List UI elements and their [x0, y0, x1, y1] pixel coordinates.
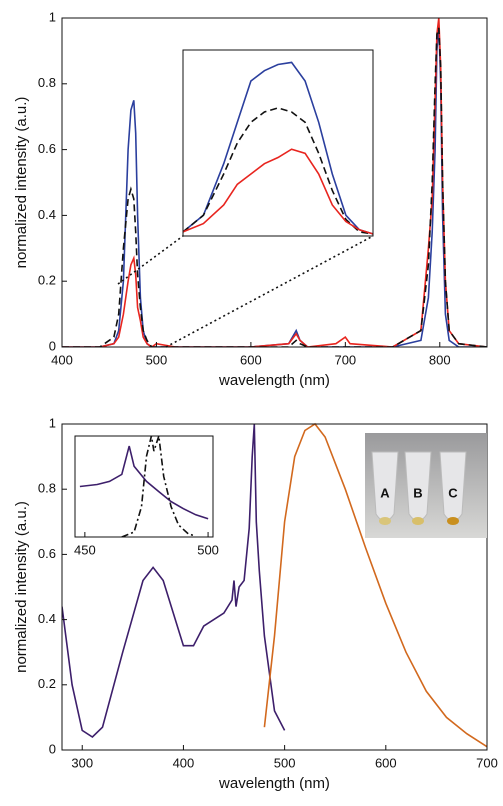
y-tick-label: 0: [49, 741, 56, 756]
series-line: [79, 445, 209, 520]
axes-frame: [74, 435, 214, 538]
y-tick-label: 0.4: [38, 207, 56, 222]
axes-frame: [61, 17, 488, 348]
y-tick-label: 0.6: [38, 546, 56, 561]
y-tick-label: 1: [49, 415, 56, 430]
inset-area: [183, 50, 373, 236]
x-axis-label: wavelength (nm): [218, 775, 330, 792]
y-axis-label: normalized intensity (a.u.): [13, 501, 30, 673]
connector: [165, 235, 374, 348]
x-tick-label: 800: [429, 352, 451, 367]
inset-area: [75, 436, 213, 537]
series-line: [62, 423, 286, 739]
y-tick-label: 0.2: [38, 676, 56, 691]
series-line: [121, 435, 197, 537]
photo-label: C: [448, 485, 458, 500]
x-axis-label: wavelength (nm): [218, 372, 330, 389]
y-tick-label: 0: [49, 338, 56, 353]
x-tick-label: 400: [173, 755, 195, 770]
series-line: [263, 422, 487, 748]
series-line: [183, 61, 373, 235]
y-tick-label: 0.6: [38, 141, 56, 156]
x-tick-label: 500: [274, 755, 296, 770]
photo-label: A: [380, 485, 390, 500]
x-tick-label: 300: [71, 755, 93, 770]
series-line: [183, 107, 373, 235]
y-tick-label: 1: [49, 9, 56, 24]
series-line: [62, 27, 487, 347]
x-tick-label: 600: [375, 755, 397, 770]
y-tick-label: 0.8: [38, 481, 56, 496]
y-tick-label: 0.2: [38, 273, 56, 288]
series-line: [183, 148, 373, 235]
x-tick-label: 400: [51, 352, 73, 367]
x-tick-label: 500: [197, 542, 219, 557]
photo-label: B: [413, 485, 422, 500]
axes-frame: [61, 423, 488, 751]
x-tick-label: 700: [476, 755, 498, 770]
y-tick-label: 0.4: [38, 611, 56, 626]
x-tick-label: 600: [240, 352, 262, 367]
axes-frame: [182, 49, 374, 237]
y-tick-label: 0.8: [38, 75, 56, 90]
x-tick-label: 700: [334, 352, 356, 367]
x-tick-label: 450: [74, 542, 96, 557]
y-axis-label: normalized intensity (a.u.): [13, 97, 30, 269]
photo: A B C: [365, 433, 487, 538]
connector: [117, 235, 184, 285]
series-line: [62, 17, 487, 347]
x-tick-label: 500: [146, 352, 168, 367]
